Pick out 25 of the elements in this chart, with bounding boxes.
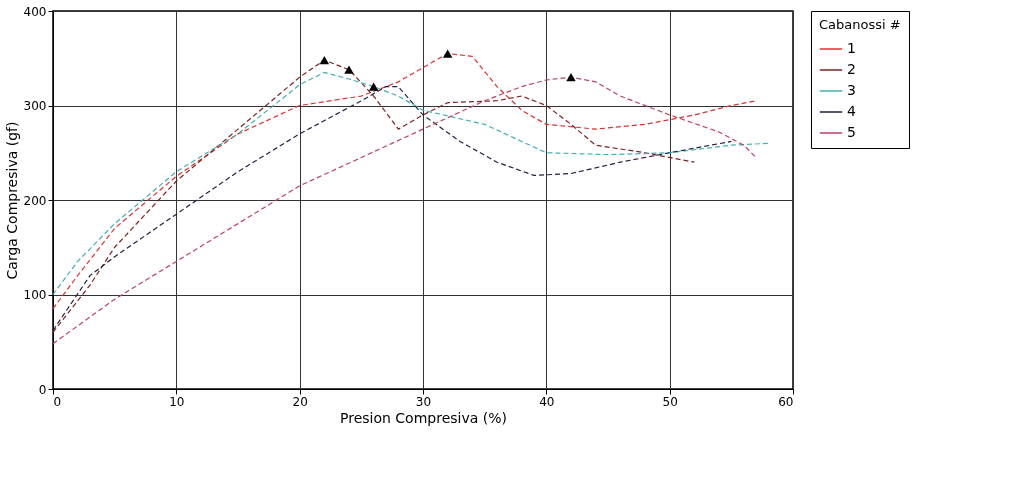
y-axis-title: Carga Compresiva (gf) <box>3 121 20 280</box>
legend-label: 5 <box>847 124 856 140</box>
x-tick-label: 50 <box>662 394 678 409</box>
legend-label: 1 <box>847 40 856 56</box>
point <box>344 65 354 74</box>
y-tick-label: 200 <box>23 193 47 208</box>
y-tick-label: 300 <box>23 99 47 113</box>
legend-label: 4 <box>847 103 856 119</box>
point <box>368 82 379 91</box>
point <box>319 56 330 65</box>
x-tick-label: 10 <box>169 394 185 409</box>
x-tick-label: 20 <box>292 394 308 409</box>
point <box>566 73 576 82</box>
x-axis-title: Presion Compresiva (%) <box>340 409 507 426</box>
x-tick-label: 40 <box>539 394 555 409</box>
y-tick-label: 0 <box>38 382 47 397</box>
legend-label: 2 <box>847 61 856 77</box>
y-tick-label: 400 <box>23 4 47 19</box>
x-tick-label: 0 <box>53 394 62 409</box>
x-tick-label: 30 <box>415 394 432 409</box>
legend-title: Cabanossi # <box>819 17 901 32</box>
legend-label: 3 <box>847 82 856 98</box>
y-tick-label: 100 <box>23 288 47 302</box>
point <box>442 49 453 58</box>
x-tick-label: 60 <box>778 394 794 409</box>
